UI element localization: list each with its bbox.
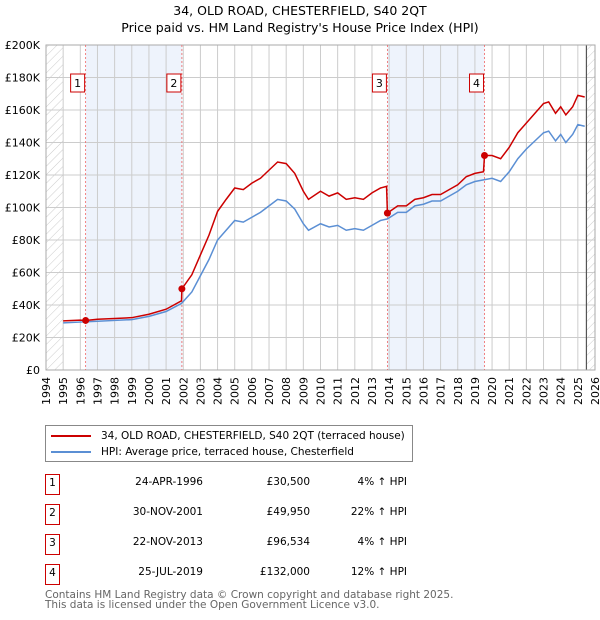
footer-licence: This data is licensed under the Open Gov… xyxy=(45,599,380,611)
sale-price: £96,534 xyxy=(266,536,310,548)
y-tick-label: £120K xyxy=(5,169,41,182)
x-tick-label: 1997 xyxy=(91,377,104,405)
sale-point xyxy=(481,152,489,159)
x-tick-label: 2025 xyxy=(572,377,585,405)
x-tick-label: 1994 xyxy=(40,377,53,405)
sale-hpi: 4% ↑ HPI xyxy=(357,476,407,488)
chart-subtitle: Price paid vs. HM Land Registry's House … xyxy=(121,20,479,35)
y-tick-label: £40K xyxy=(12,299,41,312)
sale-number: 4 xyxy=(45,564,60,585)
sale-number: 1 xyxy=(45,474,60,495)
y-tick-label: £100K xyxy=(5,202,41,215)
x-tick-label: 2012 xyxy=(349,377,362,405)
x-tick-label: 2004 xyxy=(212,377,225,405)
legend-property: 34, OLD ROAD, CHESTERFIELD, S40 2QT (ter… xyxy=(101,430,405,442)
plot-border xyxy=(45,44,596,371)
x-tick-label: 2019 xyxy=(469,377,482,405)
red-line-swatch xyxy=(51,435,91,437)
x-tick-label: 2014 xyxy=(383,377,396,405)
x-tick-label: 2026 xyxy=(589,377,600,405)
x-tick-label: 2000 xyxy=(143,377,156,405)
table-row: 1 24-APR-1996 £30,500 4% ↑ HPI xyxy=(45,474,407,495)
y-tick-label: £200K xyxy=(5,39,41,52)
legend: 34, OLD ROAD, CHESTERFIELD, S40 2QT (ter… xyxy=(45,425,413,462)
x-tick-label: 2005 xyxy=(229,377,242,405)
sale-point xyxy=(82,316,90,324)
x-tick-label: 2021 xyxy=(503,377,516,405)
y-tick-label: £160K xyxy=(5,104,41,117)
sale-price: £30,500 xyxy=(266,476,310,488)
y-tick-label: £60K xyxy=(12,267,41,280)
sale-label: 4 xyxy=(473,77,480,90)
sale-date: 25-JUL-2019 xyxy=(138,566,203,578)
x-tick-label: 2009 xyxy=(297,377,310,405)
sale-label-box xyxy=(70,73,86,93)
sale-price: £49,950 xyxy=(266,506,310,518)
x-tick-label: 2007 xyxy=(263,377,276,405)
x-tick-label: 1998 xyxy=(109,377,122,405)
x-tick-label: 1996 xyxy=(74,377,87,405)
x-tick-label: 2015 xyxy=(400,377,413,405)
table-row: 4 25-JUL-2019 £132,000 12% ↑ HPI xyxy=(45,564,407,585)
legend-hpi: HPI: Average price, terraced house, Ches… xyxy=(101,446,354,458)
table-row: 2 30-NOV-2001 £49,950 22% ↑ HPI xyxy=(45,504,407,525)
x-tick-label: 2016 xyxy=(417,377,430,405)
hpi-line xyxy=(63,123,585,324)
x-tick-label: 2002 xyxy=(177,377,190,405)
x-tick-label: 2024 xyxy=(555,377,568,405)
x-tick-label: 1995 xyxy=(57,377,70,405)
x-tick-label: 2001 xyxy=(160,377,173,405)
y-tick-label: £20K xyxy=(12,332,41,345)
footer-copyright: Contains HM Land Registry data © Crown c… xyxy=(45,589,454,601)
sale-point xyxy=(383,209,391,217)
x-tick-label: 2008 xyxy=(280,377,293,405)
sale-date: 22-NOV-2013 xyxy=(132,536,203,548)
y-tick-label: £180K xyxy=(5,72,41,85)
sale-label: 1 xyxy=(74,77,81,90)
sale-hpi: 12% ↑ HPI xyxy=(350,566,407,578)
x-tick-label: 2010 xyxy=(315,377,328,405)
x-tick-label: 2022 xyxy=(520,377,533,405)
sale-date: 24-APR-1996 xyxy=(135,476,203,488)
sale-date: 30-NOV-2001 xyxy=(132,506,203,518)
x-tick-label: 2018 xyxy=(452,377,465,405)
x-tick-label: 1999 xyxy=(126,377,139,405)
price-chart: 1994 1995 1996 1997 1998 1999 2000 2001 2002 2003… xyxy=(5,39,600,405)
x-tick-label: 2013 xyxy=(366,377,379,405)
sale-point xyxy=(178,285,186,293)
x-tick-label: 2006 xyxy=(246,377,259,405)
x-tick-label: 2023 xyxy=(538,377,551,405)
sale-price: £132,000 xyxy=(259,566,310,578)
sale-label: 2 xyxy=(170,77,177,90)
sale-hpi: 4% ↑ HPI xyxy=(357,536,407,548)
y-tick-label: £0 xyxy=(26,364,40,377)
footer: Contains HM Land Registry data © Crown c… xyxy=(45,589,454,611)
chart-title: 34, OLD ROAD, CHESTERFIELD, S40 2QT xyxy=(173,3,427,18)
x-tick-label: 2003 xyxy=(194,377,207,405)
sale-number: 2 xyxy=(45,504,60,525)
sale-label: 3 xyxy=(376,77,383,90)
price-paid-line xyxy=(63,94,585,322)
sale-label-box xyxy=(371,73,387,93)
sale-number: 3 xyxy=(45,534,60,555)
table-row: 3 22-NOV-2013 £96,534 4% ↑ HPI xyxy=(45,534,407,555)
y-tick-label: £140K xyxy=(5,137,41,150)
y-tick-label: £80K xyxy=(12,234,41,247)
x-tick-label: 2011 xyxy=(332,377,345,405)
sale-label-box xyxy=(469,73,485,93)
x-tick-label: 2020 xyxy=(486,377,499,405)
x-tick-label: 2017 xyxy=(435,377,448,405)
sale-hpi: 22% ↑ HPI xyxy=(350,506,407,518)
blue-line-swatch xyxy=(51,451,91,453)
sale-label-box xyxy=(166,73,182,93)
